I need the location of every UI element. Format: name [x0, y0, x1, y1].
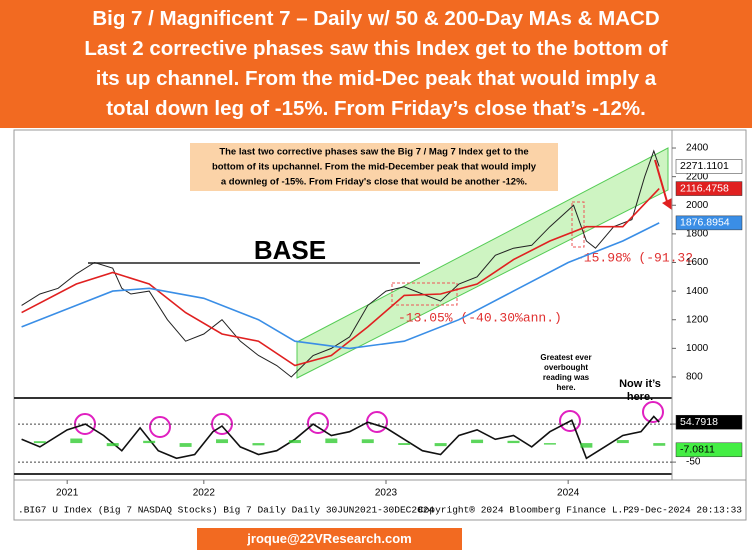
histogram-bar: [179, 443, 192, 447]
histogram-bar: [543, 443, 556, 445]
histogram-bar: [361, 439, 374, 444]
histogram-bar: [143, 440, 156, 444]
peak-circle: [642, 401, 664, 423]
dd-box: [391, 282, 458, 306]
title-line: total down leg of -15%. From Friday’s cl…: [106, 97, 646, 120]
histogram-bar: [70, 438, 83, 444]
footer: Copyright® 2024 Bloomberg Finance L.P.: [418, 505, 635, 516]
drawdown-label: -13.05% (-40.30%ann.): [398, 310, 562, 325]
footer: .BIG7 U Index (Big 7 NASDAQ Stocks) Big …: [18, 505, 434, 516]
y-tick-label: 1200: [686, 314, 709, 325]
value-tag: [675, 215, 743, 231]
histogram-bar: [288, 440, 301, 444]
arrow-head: [662, 198, 672, 210]
note-box: [190, 143, 558, 191]
x-tick-label: 2022: [193, 488, 216, 499]
y-tick-label: 1000: [686, 343, 709, 354]
histogram-bar: [580, 443, 593, 448]
y-tick-label: 1800: [686, 229, 709, 240]
note: bottom of its upchannel. From the mid-De…: [212, 162, 537, 173]
histogram-bar: [252, 443, 265, 446]
peak-circle: [149, 416, 171, 438]
value-tag: [675, 414, 743, 430]
arrow: [654, 159, 669, 206]
title-line: Big 7 / Magnificent 7 – Daily w/ 50 & 20…: [92, 7, 660, 30]
histogram-bar: [106, 443, 119, 447]
footer: 29-Dec-2024 20:13:33: [628, 505, 742, 516]
y-tick-label: 1400: [686, 286, 709, 297]
x-tick-label: 2021: [56, 488, 79, 499]
y-tick-label: 1600: [686, 257, 709, 268]
histogram-bar: [216, 439, 229, 444]
email: jroque@22VResearch.com: [197, 528, 462, 550]
value-tag: [675, 442, 743, 458]
drawdown-label: -15.98% (-91.32: [576, 250, 693, 265]
series-line: [21, 222, 660, 350]
annotation: here.: [556, 383, 575, 392]
value-tag: [675, 159, 743, 174]
value-tag-label: -7.0811: [680, 444, 715, 456]
histogram-bar: [398, 443, 411, 445]
value-tag: [675, 181, 743, 196]
value-tag-label: 54.7918: [680, 416, 718, 428]
chart: The last two corrective phases saw the B…: [13, 129, 747, 521]
note: The last two corrective phases saw the B…: [219, 147, 528, 158]
annotation: here.: [627, 391, 653, 403]
annotation: Greatest ever: [540, 353, 591, 362]
base-label: BASE: [254, 235, 326, 265]
histogram-bar: [653, 443, 666, 446]
peak-circle: [559, 410, 581, 432]
y-tick-label: 2200: [686, 171, 709, 182]
y-tick-label: 2000: [686, 200, 709, 211]
histogram-bar: [33, 441, 46, 444]
histogram-bar: [507, 440, 520, 444]
title-line: its up channel. From the mid-Dec peak th…: [95, 67, 657, 90]
value-tag-label: 2271.1101: [680, 160, 729, 172]
y-tick-label: 2400: [686, 143, 709, 154]
peak-circle: [307, 412, 329, 434]
histogram-bar: [434, 443, 447, 447]
histogram-bar: [616, 440, 629, 444]
histogram-bar: [325, 438, 338, 444]
x-tick-label: 2024: [557, 488, 580, 499]
annotation: Now it’s: [619, 378, 661, 390]
histogram-bar: [471, 439, 484, 444]
y-tick-label: 800: [686, 372, 703, 383]
y-tick-label: -50: [686, 457, 701, 468]
value-tag-label: 2116.4758: [680, 182, 729, 194]
dd-box: [571, 201, 585, 248]
banner: Big 7 / Magnificent 7 – Daily w/ 50 & 20…: [0, 0, 752, 128]
value-tag-label: 1876.8954: [680, 217, 730, 229]
annotation: overbought: [544, 363, 588, 372]
series-line: [21, 415, 660, 460]
note: a downleg of -15%. From Friday's close t…: [221, 177, 527, 188]
x-tick-label: 2023: [375, 488, 398, 499]
channel: [296, 147, 669, 379]
annotation: reading was: [543, 373, 590, 382]
series-line: [21, 188, 660, 367]
title-line: Last 2 corrective phases saw this Index …: [84, 37, 668, 60]
